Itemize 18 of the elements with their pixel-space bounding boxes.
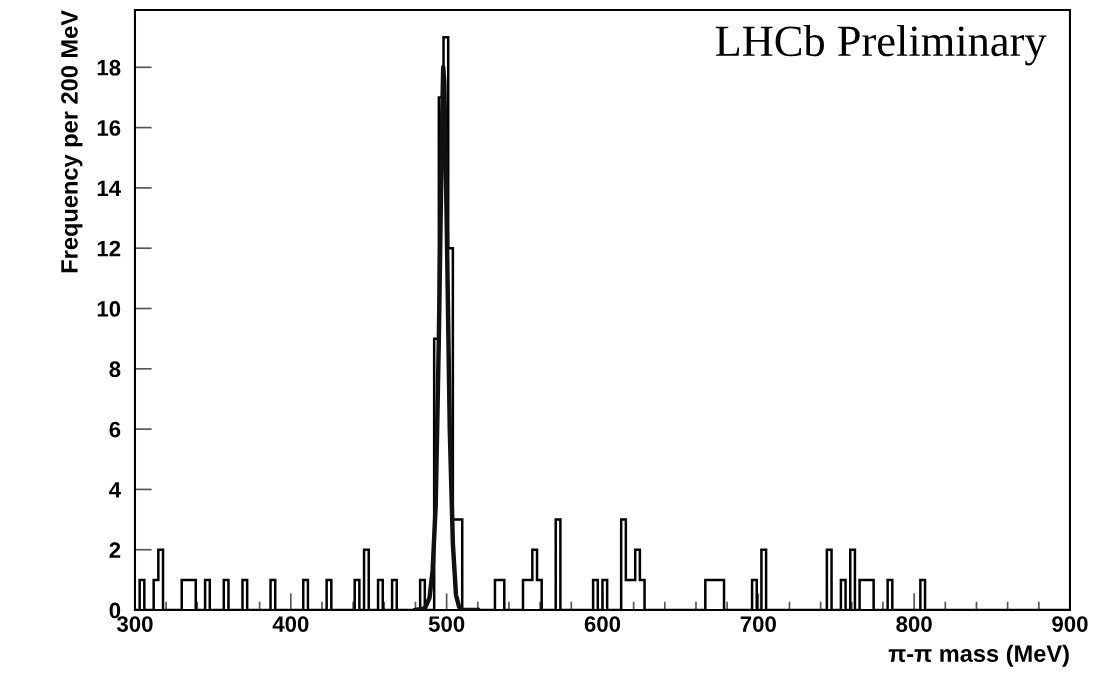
- y-tick-label: 2: [109, 542, 121, 558]
- x-tick-label: 900: [1052, 616, 1088, 632]
- y-tick-label: 4: [109, 482, 121, 498]
- x-tick-label: 800: [896, 616, 932, 632]
- x-axis-title: π-π mass (MeV): [888, 644, 1069, 667]
- y-tick-label: 16: [97, 120, 121, 136]
- x-tick-label: 400: [272, 616, 309, 632]
- y-tick-label: 18: [97, 59, 121, 76]
- x-tick-label: 700: [740, 616, 776, 632]
- x-tick-label: 600: [584, 616, 621, 632]
- y-tick-label: 6: [109, 421, 121, 438]
- y-tick-label: 10: [97, 301, 121, 317]
- y-tick-label: 12: [97, 240, 121, 257]
- annotation: LHCb Preliminary: [715, 25, 1047, 66]
- y-axis-title: Frequency per 200 MeV: [61, 10, 83, 273]
- x-tick-label: 500: [428, 616, 465, 632]
- y-tick-label: 8: [109, 361, 121, 378]
- y-tick-label: 14: [97, 180, 121, 196]
